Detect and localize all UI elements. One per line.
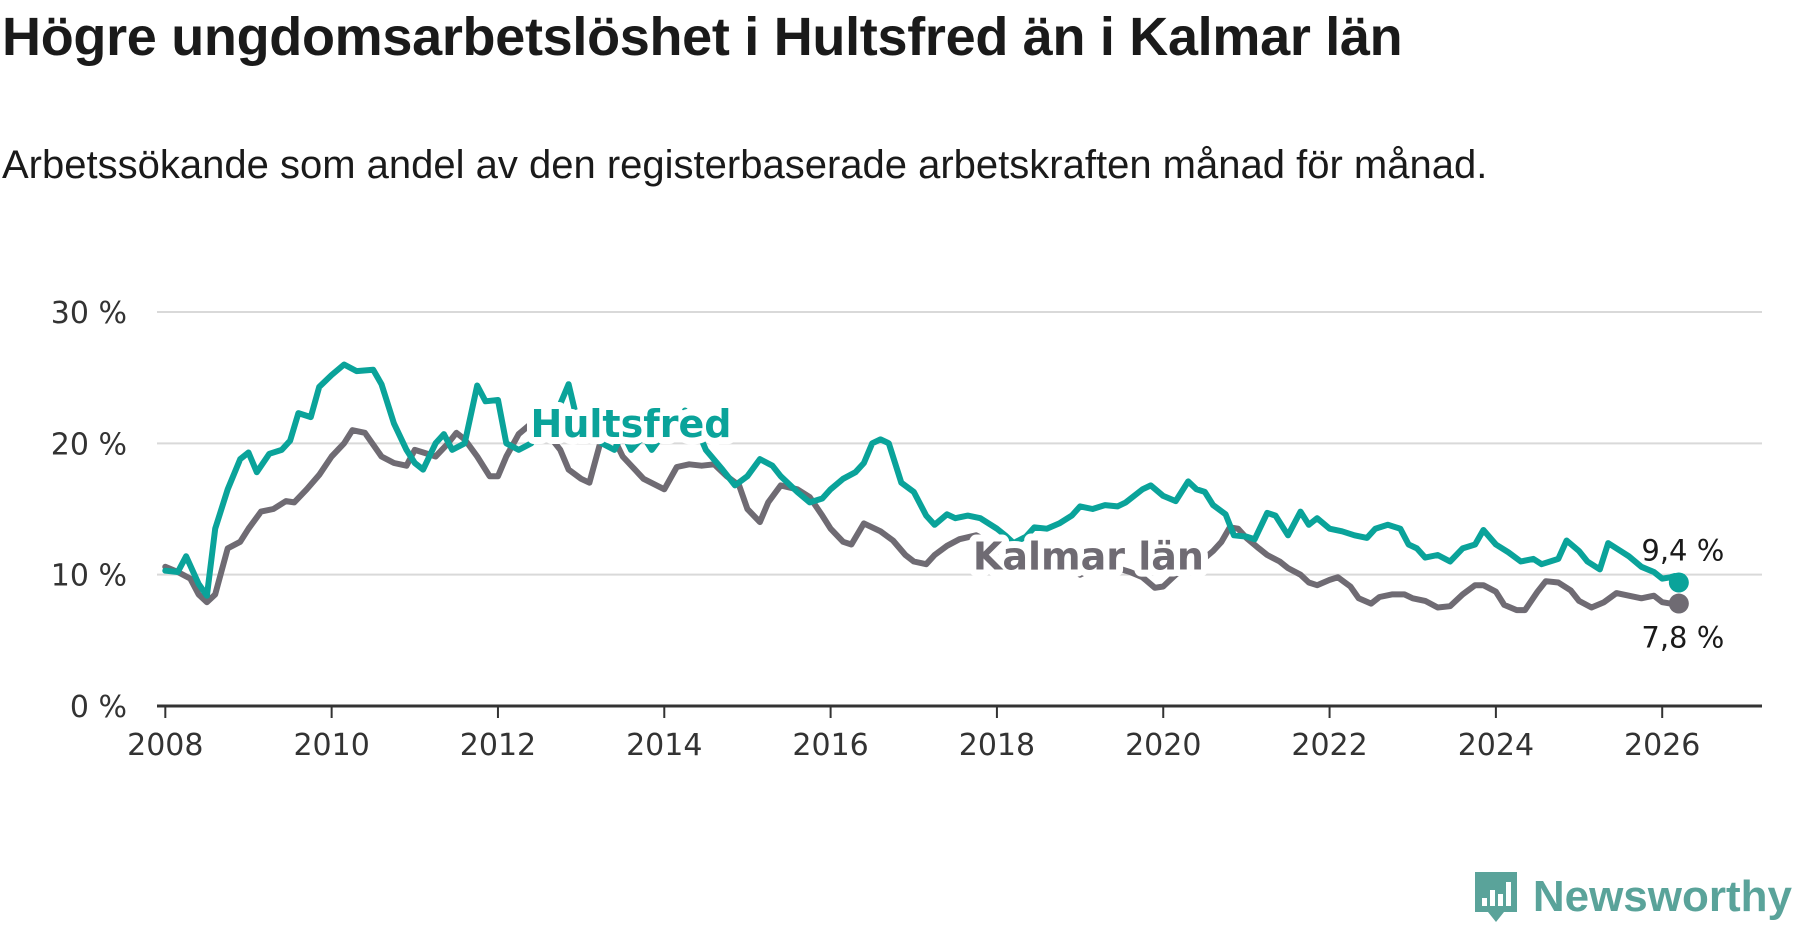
x-tick-label: 2020 <box>1125 728 1201 763</box>
chart-subtitle: Arbetssökande som andel av den registerb… <box>2 143 1488 187</box>
end-value-label: 7,8 % <box>1641 621 1724 655</box>
series-lines <box>162 361 1689 614</box>
x-tick-label: 2026 <box>1624 728 1700 763</box>
series-line-hultsfred <box>162 361 1682 599</box>
y-tick-label: 10 % <box>51 559 127 594</box>
series-line-kalmar-län <box>162 420 1682 614</box>
series-end-point <box>1668 593 1689 614</box>
series-label: Kalmar län <box>973 534 1204 578</box>
chart-title: Högre ungdomsarbetslöshet i Hultsfred än… <box>2 7 1403 67</box>
x-tick-label: 2012 <box>460 728 536 763</box>
x-tick-label: 2008 <box>127 728 203 763</box>
x-tick-label: 2010 <box>293 728 369 763</box>
series-label-halo: Kalmar län <box>973 534 1204 578</box>
series-label-halo: Hultsfred <box>531 402 732 446</box>
y-tick-label: 0 % <box>70 690 127 725</box>
newsworthy-logo-icon <box>1474 872 1517 922</box>
gridlines <box>157 311 1762 576</box>
brand-logo: Newsworthy <box>1471 868 1792 926</box>
series-end-point <box>1668 572 1689 593</box>
brand-name: Newsworthy <box>1532 872 1792 921</box>
x-tick-label: 2022 <box>1291 728 1367 763</box>
y-tick-label: 30 % <box>51 296 127 331</box>
x-tick-label: 2014 <box>626 728 702 763</box>
end-value-label: 9,4 % <box>1641 534 1724 568</box>
y-axis: 0 % 10 % 20 % 30 % <box>51 296 127 725</box>
y-tick-label: 20 % <box>51 427 127 462</box>
x-tick-label: 2016 <box>792 728 868 763</box>
series-label: Hultsfred <box>531 402 732 446</box>
x-tick-label: 2024 <box>1458 728 1534 763</box>
x-axis: 2008 2010 2012 2014 2016 2018 2020 2022 2024 2026 <box>127 704 1762 763</box>
x-tick-label: 2018 <box>959 728 1035 763</box>
